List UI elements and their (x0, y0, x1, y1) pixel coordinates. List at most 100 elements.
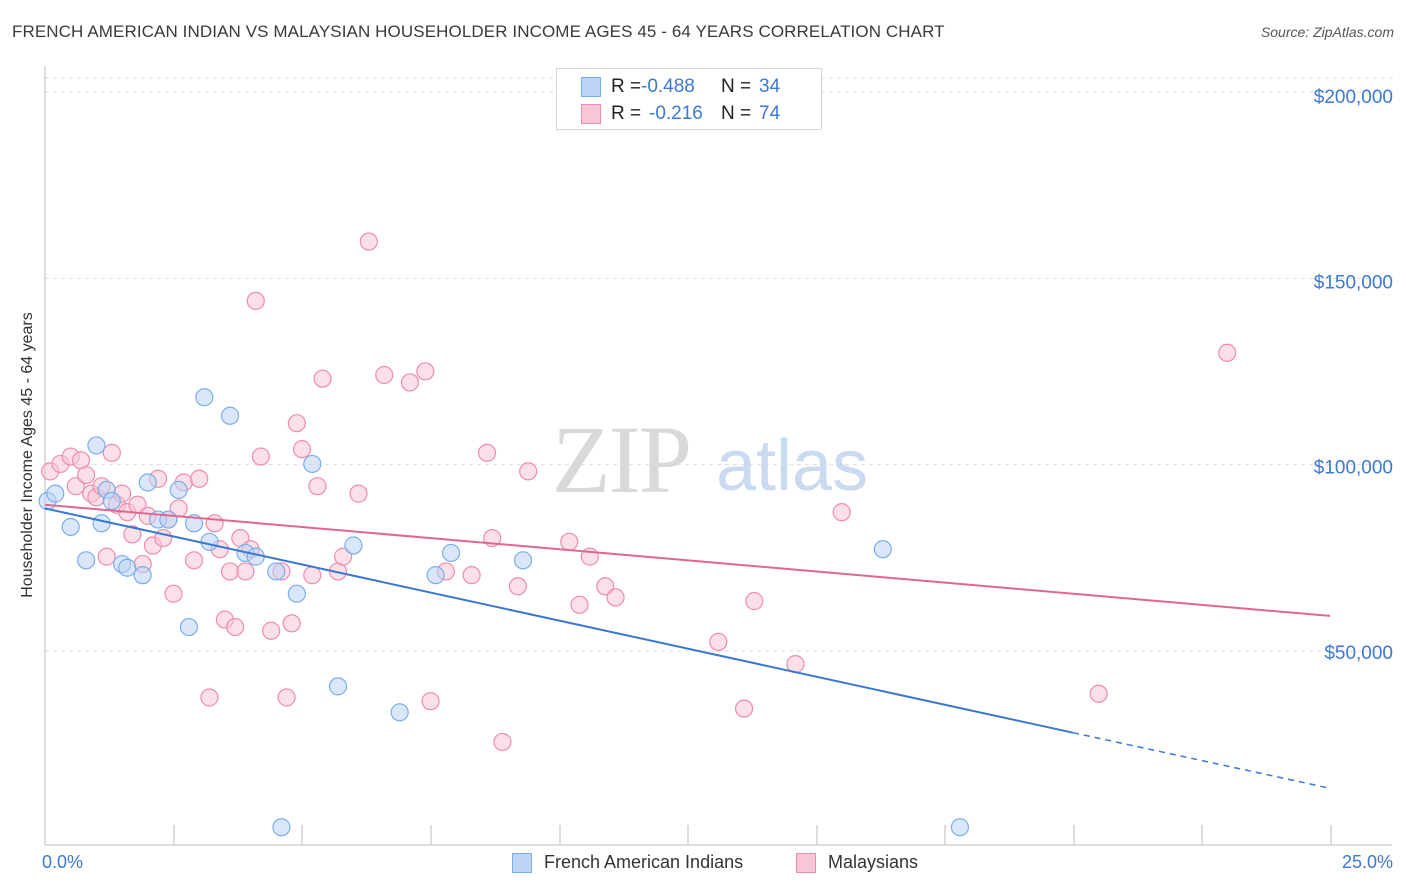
french-american-indian-point (87, 436, 106, 455)
french-american-indian-point (77, 551, 96, 570)
malaysian-point (1218, 343, 1237, 362)
y-tick-label: $100,000 (1314, 458, 1393, 479)
malaysian-point (303, 566, 322, 585)
french-american-indian-point (200, 532, 219, 551)
malaysian-point (400, 373, 420, 392)
legend-r-value: -0.488 (641, 76, 695, 97)
french-american-indian-point (390, 703, 409, 722)
malaysian-point (734, 699, 754, 718)
malaysian-point (375, 365, 394, 385)
french-american-indian-point (441, 543, 461, 563)
malaysian-point (277, 688, 296, 707)
y-tick-label: $200,000 (1314, 87, 1393, 108)
legend-n-value: 74 (759, 103, 781, 124)
legend-n-label: N = (721, 76, 752, 97)
malaysian-point (416, 362, 435, 381)
malaysian-point (200, 688, 219, 707)
french-american-indian-point (46, 484, 65, 503)
malaysian-point (292, 440, 312, 459)
french-american-indian-point (118, 558, 137, 577)
malaysian-point (832, 503, 851, 522)
legend-n-label: N = (721, 103, 752, 124)
legend-swatch-blue (581, 77, 601, 97)
malaysian-point (493, 732, 512, 752)
malaysian-point (359, 232, 378, 251)
legend-r-label: R = (611, 103, 642, 124)
malaysian-point (313, 369, 332, 388)
malaysian-point (205, 514, 224, 533)
legend-r-value: -0.216 (649, 103, 703, 124)
chart-title: FRENCH AMERICAN INDIAN VS MALAYSIAN HOUS… (12, 22, 945, 41)
french-american-indian-point (287, 584, 306, 603)
legend-n-value: 34 (759, 76, 781, 97)
malaysian-point (709, 632, 728, 651)
malaysian-point (102, 443, 121, 462)
trend-line-french-american-indians (44, 507, 1074, 734)
malaysian-point (287, 414, 306, 433)
malaysian-point (606, 588, 625, 607)
malaysian-point (77, 465, 96, 485)
legend-swatch-pink (581, 104, 601, 124)
y-tick-label: $150,000 (1314, 272, 1393, 293)
malaysian-point (308, 477, 327, 496)
malaysian-point (1089, 684, 1108, 703)
french-american-indian-point (303, 454, 322, 474)
french-american-indian-point (950, 818, 970, 837)
malaysian-point (190, 469, 209, 488)
malaysian-point (251, 447, 270, 466)
french-american-indian-point (169, 480, 188, 500)
trend-lines (44, 503, 1331, 790)
x-tick-label-max: 25.0% (1341, 852, 1393, 872)
y-tick-label: $50,000 (1324, 643, 1393, 664)
malaysian-point (262, 621, 281, 640)
french-american-indian-point (272, 818, 291, 837)
source-label: Source: ZipAtlas.com (1260, 24, 1394, 40)
malaysian-point (220, 562, 240, 581)
french-american-indian-point (195, 388, 214, 407)
trend-line-extension-french-american-indians (1072, 731, 1331, 790)
series-legend-item-malaysians: Malaysians (796, 852, 918, 873)
malaysian-point (519, 462, 538, 481)
stats-legend: R = -0.488 N = 34 R = -0.216 N = 74 (556, 68, 822, 130)
french-american-indian-point (61, 517, 80, 537)
french-american-indian-point (267, 562, 286, 581)
malaysian-point (596, 577, 615, 596)
malaysian-point (508, 577, 527, 596)
french-american-indians-points (38, 388, 970, 837)
french-american-indian-point (138, 473, 157, 492)
legend-row-malaysians: R = -0.216 N = 74 (581, 102, 780, 126)
malaysian-point (226, 617, 245, 637)
malaysian-point (184, 551, 204, 570)
french-american-indian-point (328, 677, 348, 696)
watermark-zip: ZIP (552, 406, 690, 513)
malaysian-point (421, 692, 440, 711)
watermark-atlas: atlas (716, 426, 868, 506)
french-american-indian-point (133, 566, 152, 585)
french-american-indian-point (873, 540, 892, 559)
malaysian-point (123, 525, 142, 544)
malaysian-point (282, 614, 301, 633)
french-american-indian-point (220, 406, 240, 425)
axes (44, 66, 1392, 846)
french-american-indian-point (179, 617, 199, 637)
malaysian-point (164, 584, 183, 603)
french-american-indian-point (344, 536, 363, 555)
series-legend-swatch-blue (512, 852, 532, 873)
malaysian-point (570, 595, 589, 614)
french-american-indian-point (426, 566, 445, 585)
watermark: ZIP atlas (552, 406, 868, 513)
malaysian-point (97, 547, 116, 566)
malaysian-point (334, 547, 353, 566)
malaysian-point (745, 592, 764, 611)
x-tick-label-min: 0.0% (42, 852, 84, 872)
series-legend-label: Malaysians (828, 852, 919, 872)
malaysian-point (236, 562, 255, 581)
malaysian-point (349, 484, 368, 503)
malaysian-point (462, 566, 481, 585)
french-american-indian-point (513, 551, 533, 570)
malaysian-point (246, 291, 265, 310)
french-american-indian-point (102, 491, 121, 511)
legend-r-label: R = (611, 76, 642, 97)
series-legend-swatch-pink (796, 852, 816, 873)
